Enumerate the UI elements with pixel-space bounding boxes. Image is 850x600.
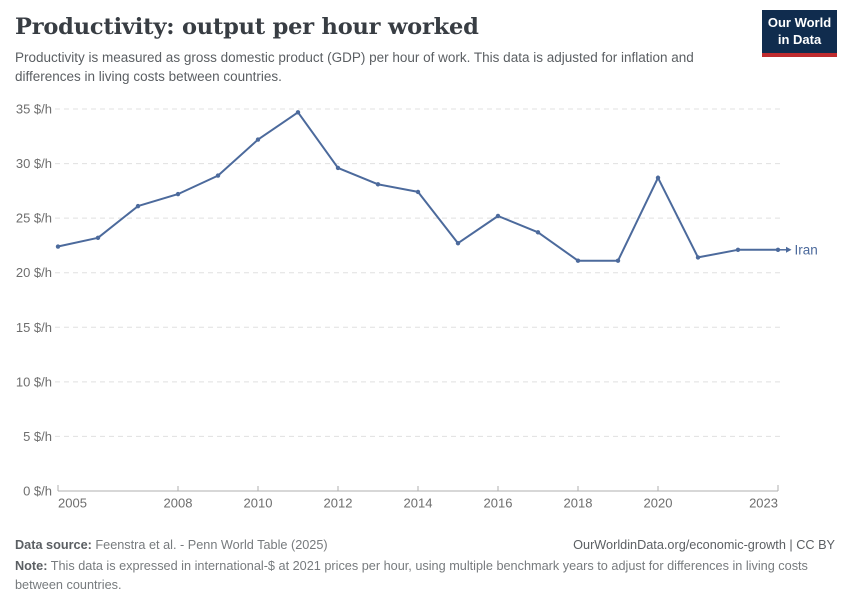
owid-logo-line2: in Data: [777, 31, 822, 47]
data-point[interactable]: [655, 175, 661, 180]
data-point[interactable]: [495, 213, 501, 219]
x-tick-label: 2014: [404, 495, 433, 510]
data-point[interactable]: [615, 258, 621, 263]
page-subtitle: Productivity is measured as gross domest…: [15, 50, 694, 85]
y-tick-label: 5 $/h: [23, 429, 52, 444]
data-point[interactable]: [55, 244, 61, 249]
label-arrow-icon: [786, 246, 792, 253]
owid-logo[interactable]: Our World in Data: [762, 10, 837, 57]
footer-source-row: Data source: Feenstra et al. - Penn Worl…: [15, 536, 835, 554]
data-source-text[interactable]: Feenstra et al. - Penn World Table (2025…: [95, 537, 328, 552]
data-point[interactable]: [535, 230, 541, 235]
x-tick-label: 2020: [644, 495, 673, 510]
y-tick-label: 25 $/h: [16, 211, 52, 226]
data-point[interactable]: [255, 137, 261, 142]
data-point[interactable]: [455, 240, 461, 246]
data-point[interactable]: [335, 165, 341, 171]
chart-footer: Data source: Feenstra et al. - Penn Worl…: [0, 528, 850, 594]
y-tick-label: 30 $/h: [16, 156, 52, 171]
series-end-label-iran[interactable]: Iran: [795, 242, 818, 257]
owid-url-link[interactable]: OurWorldinData.org/economic-growth | CC …: [573, 537, 835, 552]
note-text: This data is expressed in international-…: [15, 559, 808, 592]
series-line-iran[interactable]: [57, 111, 779, 262]
data-point[interactable]: [95, 235, 101, 240]
footer-note: Note: This data is expressed in internat…: [15, 557, 835, 594]
chart-area: 0 $/h 5 $/h 10 $/h 15 $/h 20 $/h 25 $/h 30 $/h…: [0, 93, 850, 528]
data-source: Data source: Feenstra et al. - Penn Worl…: [15, 536, 328, 554]
y-tick-label: 0 $/h: [23, 483, 52, 498]
y-tick-label: 20 $/h: [16, 265, 52, 280]
chart-header: Productivity: output per hour worked Pro…: [0, 0, 850, 87]
x-tick-label: 2008: [164, 495, 193, 510]
owid-logo-line1: Our World: [767, 15, 832, 30]
data-point[interactable]: [575, 258, 581, 263]
x-tick-label: 2012: [324, 495, 353, 510]
x-tick-label: 2005: [58, 495, 87, 510]
data-point[interactable]: [775, 247, 781, 252]
data-point[interactable]: [695, 255, 701, 260]
productivity-line-chart: 0 $/h 5 $/h 10 $/h 15 $/h 20 $/h 25 $/h 30 $/h…: [16, 101, 818, 510]
x-tick-label: 2018: [564, 495, 593, 510]
data-point[interactable]: [215, 173, 221, 178]
data-point[interactable]: [375, 181, 381, 187]
y-tick-label: 15 $/h: [16, 320, 52, 335]
x-tick-label: 2016: [484, 495, 513, 510]
data-source-label: Data source:: [15, 537, 92, 552]
data-point[interactable]: [735, 247, 741, 252]
x-tick-label: 2023: [749, 495, 778, 510]
page-title: Productivity: output per hour worked: [15, 14, 479, 40]
data-point[interactable]: [415, 189, 421, 195]
note-label: Note:: [15, 559, 48, 574]
y-tick-label: 10 $/h: [16, 374, 52, 389]
data-point[interactable]: [175, 191, 181, 197]
x-tick-label: 2010: [244, 495, 273, 510]
y-tick-label: 35 $/h: [16, 101, 52, 116]
data-point[interactable]: [135, 203, 141, 209]
data-point[interactable]: [295, 109, 301, 115]
